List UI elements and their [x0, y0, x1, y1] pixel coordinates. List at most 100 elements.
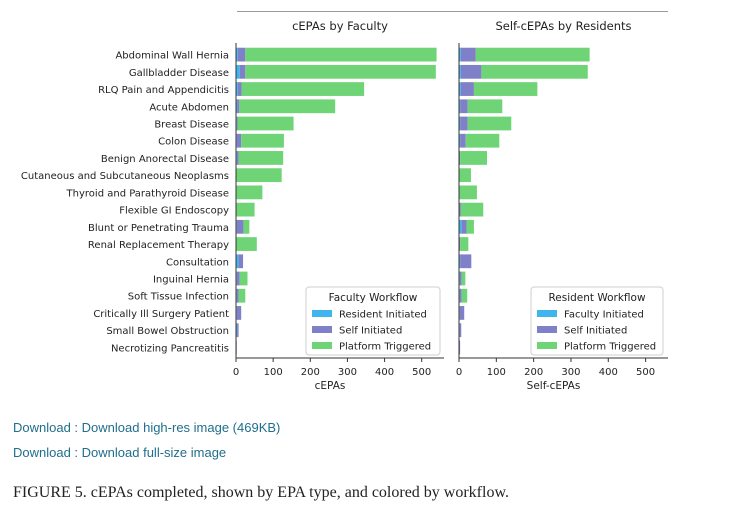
bar-faculty-1 — [236, 116, 238, 131]
bar-faculty-2 — [236, 237, 257, 251]
legend-label-faculty: Self Initiated — [339, 326, 402, 337]
bar-faculty-2 — [238, 151, 284, 165]
bar-faculty-2 — [245, 64, 436, 79]
bar-faculty-2 — [238, 288, 246, 303]
bar-faculty-0 — [236, 323, 238, 338]
bar-residents-1 — [460, 64, 482, 79]
bar-residents-2 — [461, 271, 466, 286]
bar-residents-1 — [459, 306, 465, 320]
bar-residents-2 — [465, 133, 500, 148]
category-label: RLQ Pain and Appendicitis — [98, 85, 229, 96]
bar-residents-1 — [459, 237, 461, 251]
bar-faculty-2 — [241, 133, 284, 148]
category-label: Flexible GI Endoscopy — [119, 206, 229, 217]
bar-residents-2 — [466, 219, 474, 234]
legend-label-residents: Self Initiated — [564, 326, 627, 337]
legend-title-residents: Resident Workflow — [548, 292, 646, 304]
bar-faculty-2 — [236, 168, 282, 183]
bar-residents-1 — [459, 323, 462, 338]
x-tick-label: 500 — [412, 367, 431, 378]
category-label: Necrotizing Pancreatitis — [111, 343, 229, 354]
bar-faculty-0 — [236, 47, 238, 62]
x-tick-label: 0 — [233, 367, 239, 378]
bar-faculty-0 — [236, 254, 239, 269]
category-label: Inguinal Hernia — [153, 275, 229, 286]
bar-faculty-2 — [237, 116, 294, 131]
category-label: Cutaneous and Subcutaneous Neoplasms — [21, 171, 229, 182]
bar-residents-0 — [459, 64, 461, 79]
bar-residents-2 — [459, 168, 471, 183]
bar-residents-0 — [459, 133, 461, 148]
bar-residents-2 — [473, 82, 538, 96]
x-axis-label-faculty: cEPAs — [315, 380, 346, 392]
bar-faculty-2 — [245, 47, 437, 62]
bar-residents-1 — [460, 82, 474, 96]
bar-faculty-2 — [236, 202, 255, 217]
download-highres-link[interactable]: Download : Download high-res image (469K… — [13, 420, 281, 435]
download-fullsize-link[interactable]: Download : Download full-size image — [13, 445, 227, 460]
x-tick-label: 200 — [524, 367, 543, 378]
bar-faculty-0 — [236, 82, 238, 96]
chart-title-residents: Self-cEPAs by Residents — [495, 19, 631, 33]
bar-residents-1 — [460, 47, 476, 62]
category-label: Gallbladder Disease — [129, 68, 229, 79]
bar-residents-2 — [475, 47, 590, 62]
category-label: Critically Ill Surgery Patient — [93, 309, 229, 320]
bar-residents-0 — [459, 219, 462, 234]
bar-residents-2 — [460, 151, 487, 165]
bar-residents-0 — [459, 99, 461, 114]
bar-faculty-2 — [239, 271, 248, 286]
x-tick-label: 100 — [264, 367, 283, 378]
x-tick-label: 400 — [375, 367, 394, 378]
legend-label-faculty: Platform Triggered — [339, 342, 431, 353]
x-tick-label: 500 — [636, 367, 655, 378]
bar-residents-0 — [459, 82, 461, 96]
bar-residents-2 — [461, 288, 468, 303]
bar-faculty-2 — [241, 82, 365, 96]
bar-faculty-1 — [236, 306, 242, 320]
category-label: Abdominal Wall Hernia — [115, 51, 229, 62]
bar-faculty-1 — [237, 47, 246, 62]
download-links: Download : Download high-res image (469K… — [13, 419, 280, 469]
category-label: Thyroid and Parathyroid Disease — [66, 188, 229, 199]
bar-residents-1 — [460, 99, 468, 114]
bar-residents-0 — [459, 47, 461, 62]
bar-residents-0 — [459, 116, 461, 131]
category-label: Breast Disease — [154, 120, 229, 131]
bar-residents-1 — [461, 219, 467, 234]
bar-residents-2 — [459, 185, 477, 200]
legend-swatch-residents — [537, 310, 557, 317]
bar-faculty-1 — [236, 219, 244, 234]
x-tick-label: 400 — [599, 367, 618, 378]
x-tick-label: 300 — [561, 367, 580, 378]
bar-residents-0 — [459, 254, 461, 269]
bar-residents-1 — [459, 151, 461, 165]
legend-swatch-faculty — [312, 310, 332, 317]
bar-residents-1 — [459, 340, 461, 355]
category-label: Colon Disease — [158, 137, 229, 148]
chart-title-faculty: cEPAs by Faculty — [292, 19, 388, 33]
bar-faculty-1 — [237, 82, 242, 96]
bar-residents-1 — [459, 271, 462, 286]
bar-residents-1 — [460, 254, 472, 269]
figure-canvas: cEPAs by Faculty Abdominal Wall Hernia Gal… — [21, 11, 668, 392]
bar-residents-2 — [460, 202, 484, 217]
figure-caption: FIGURE 5. cEPAs completed, shown by EPA … — [13, 484, 509, 501]
bar-faculty-1 — [237, 99, 240, 114]
bar-faculty-1 — [236, 288, 239, 303]
bar-residents-1 — [460, 133, 466, 148]
bar-faculty-1 — [238, 254, 244, 269]
bar-residents-1 — [460, 116, 468, 131]
x-axis-label-residents: Self-cEPAs — [527, 380, 581, 392]
bar-residents-1 — [459, 288, 462, 303]
bar-faculty-1 — [236, 271, 240, 286]
legend-box-faculty — [305, 286, 441, 356]
bar-faculty-0 — [236, 64, 240, 79]
bar-faculty-2 — [236, 185, 263, 200]
x-tick-label: 0 — [456, 367, 462, 378]
category-label: Acute Abdomen — [149, 102, 229, 113]
legend-label-faculty: Resident Initiated — [339, 310, 427, 321]
legend-swatch-faculty — [312, 342, 332, 349]
category-label: Small Bowel Obstruction — [106, 326, 229, 337]
legend-box-residents — [530, 286, 664, 356]
